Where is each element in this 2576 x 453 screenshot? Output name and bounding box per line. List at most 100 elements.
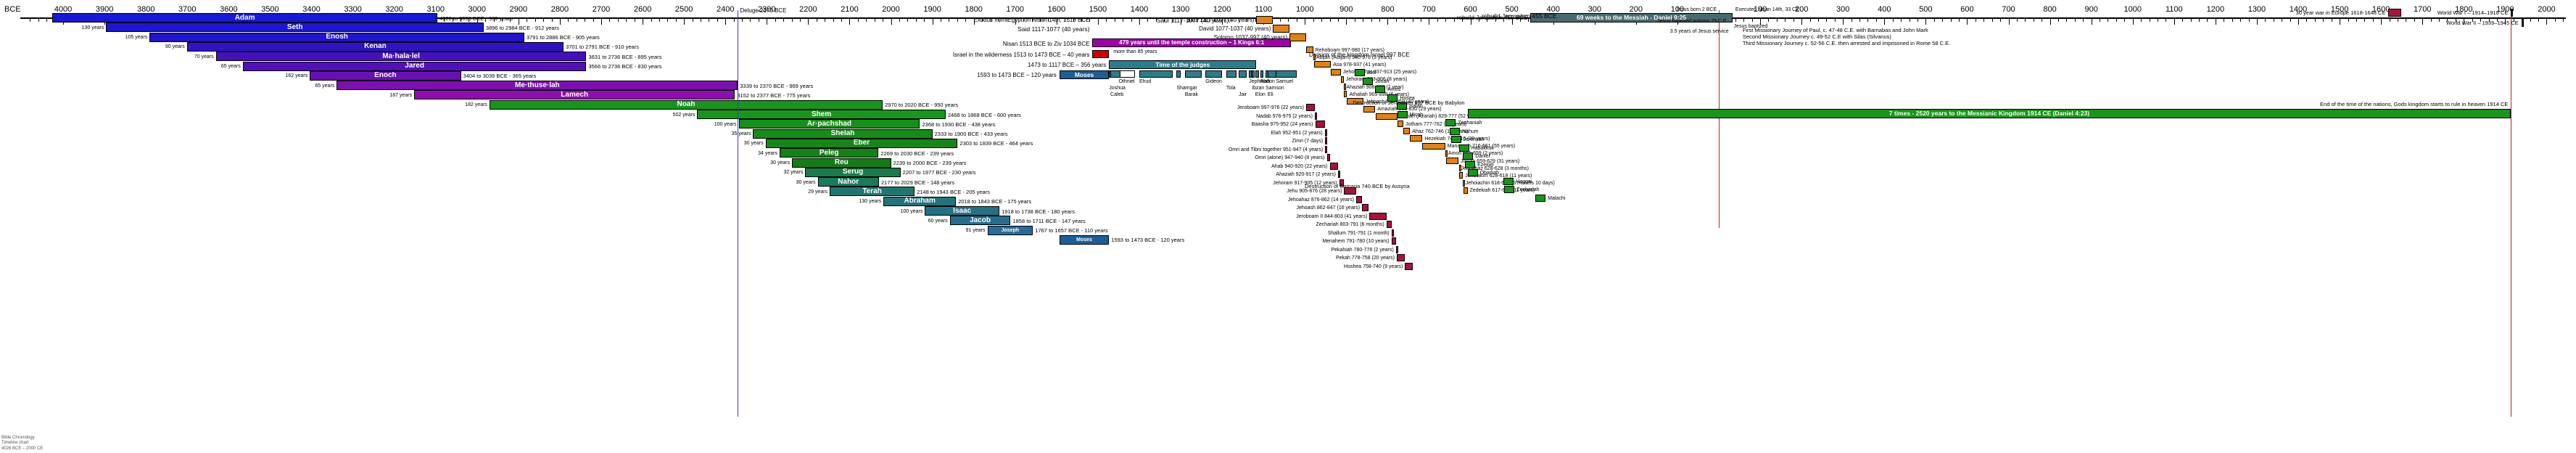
time-axis: 4000 3900 3800 3700 3600 3500 3400 3300 3200 3100… <box>0 0 2576 25</box>
king-israel-label-13: Jeroboam II 844-803 (41 years) <box>1296 213 1368 219</box>
axis-tick-label: 3100 <box>426 5 445 14</box>
axis-minor-tick <box>1329 19 1331 22</box>
axis-minor-tick <box>2323 19 2324 22</box>
prophet-label-jeremiah: Jeremiah <box>1463 137 1485 142</box>
axis-minor-tick <box>1197 19 1198 22</box>
axis-tick-label: 1800 <box>965 5 983 14</box>
axis-minor-tick <box>1313 19 1314 22</box>
bar-king-judah-17 <box>1458 172 1464 179</box>
footer-line: Timeline chart <box>1 441 29 445</box>
axis-minor-tick <box>2314 19 2316 22</box>
patriarch-bar-reu: Reu <box>792 158 891 168</box>
axis-minor-tick <box>2124 19 2126 22</box>
banner-time-of-judges: Time of the judges <box>1109 60 1257 69</box>
king-judah-label-1: Abijah (Abijam) 980-978 (3 years) <box>1316 54 1392 60</box>
bar-king-judah-4 <box>1340 76 1344 83</box>
patriarch-bar-abraham: Abraham <box>883 196 957 206</box>
king-israel-label-11: Jehoahaz 876-862 (14 years) <box>1287 197 1355 203</box>
axis-minor-tick <box>841 19 843 22</box>
bar-king-israel-17 <box>1395 245 1398 253</box>
axis-tick-label: 1400 <box>2289 5 2308 14</box>
bar-prophet-obadiah <box>1467 169 1478 176</box>
king-judah-label-17: Jehoiakim 628-618 (11 years) <box>1465 173 1532 179</box>
axis-minor-tick <box>444 19 445 22</box>
axis-minor-tick <box>791 19 793 22</box>
bar-king-israel-5 <box>1325 145 1328 153</box>
prophet-label-haggai: Haggai <box>1516 179 1532 184</box>
deluge-label: Deluge 2370 BCE <box>740 7 787 14</box>
axis-tick <box>891 19 892 25</box>
axis-tick-label: 900 <box>1339 5 1353 14</box>
patriarch-bar-shem: Shem <box>697 110 946 119</box>
axis-tick-label: 1700 <box>1006 5 1024 14</box>
axis-minor-tick <box>2356 19 2357 22</box>
axis-tick-label: 100 <box>1753 5 1767 14</box>
axis-tick-label: 3400 <box>302 5 321 14</box>
axis-tick-label: 200 <box>1629 5 1643 14</box>
patriarch-bar-terah: Terah <box>830 187 915 197</box>
axis-minor-tick <box>593 19 594 22</box>
banner-2520-years: 7 times - 2520 years to the Messianic Ki… <box>1467 109 2511 118</box>
bar-king-israel-6 <box>1326 154 1330 161</box>
axis-minor-tick <box>667 19 669 22</box>
axis-tick <box>849 19 851 25</box>
bar-king-judah-10 <box>1397 121 1404 127</box>
patriarch-begot-age: 65 years <box>220 64 241 69</box>
axis-minor-tick <box>1106 19 1107 22</box>
axis-minor-tick <box>2488 19 2490 22</box>
bar-prophet-daniel <box>1463 152 1474 160</box>
axis-tick-label: 300 <box>1836 5 1850 14</box>
axis-minor-tick <box>1834 19 1836 22</box>
axis-minor-tick <box>1164 19 1165 22</box>
patriarch-dates: 2269 to 2030 BCE - 239 years <box>880 150 954 157</box>
axis-tick <box>559 19 561 25</box>
bar-king-judah-16 <box>1458 165 1461 172</box>
axis-minor-tick <box>2290 19 2291 22</box>
patriarch-dates: 4026 to 3096 BCE - 930 years <box>439 15 513 22</box>
axis-minor-tick <box>2248 19 2250 22</box>
patriarch-dates: 2468 to 1868 BCE - 600 years <box>947 111 1021 118</box>
axis-tick <box>725 19 727 25</box>
axis-minor-tick <box>1826 19 1828 22</box>
axis-tick <box>2256 19 2258 25</box>
axis-tick-label: 400 <box>1878 5 1891 14</box>
axis-minor-tick <box>2430 19 2432 22</box>
axis-minor-tick <box>502 19 503 22</box>
king-judah-label-11: Ahaz 762-746 (16 years) <box>1412 128 1469 134</box>
king-israel-label-9: Jehoram 917-905 (12 years) <box>1273 180 1337 186</box>
bar-king-united-0 <box>1256 16 1273 24</box>
axis-minor-tick <box>1950 19 1952 22</box>
axis-minor-tick <box>1404 19 1405 22</box>
axis-minor-tick <box>982 19 983 22</box>
patriarch-dates: 3631 to 2736 BCE - 895 years <box>588 53 662 60</box>
bar-king-israel-1 <box>1314 112 1317 120</box>
prophet-label-jonah: Jonah <box>1375 78 1390 84</box>
patriarch-bar-seth: Seth <box>106 23 484 33</box>
axis-minor-tick <box>1081 19 1083 22</box>
spacer2: Saul 1117-1077 (40 years) <box>1156 17 1229 24</box>
patriarch-bar-noah: Noah <box>489 99 883 110</box>
event-1914-kingdom: End of the time of the nations, Gods kin… <box>2320 101 2509 107</box>
bar-judge-ehud <box>1139 70 1173 78</box>
event-destruction-jerusalem: Destruction of Jerusalem 607 BCE by Baby… <box>1353 99 1465 106</box>
patriarch-bar-enoch: Enoch <box>310 70 461 81</box>
king-israel-label-15: Shallum 791-791 (1 month) <box>1327 230 1390 236</box>
axis-minor-tick <box>1495 19 1496 22</box>
axis-minor-tick <box>857 19 859 22</box>
axis-minor-tick <box>1031 19 1033 22</box>
axis-tick-label: 3600 <box>220 5 238 14</box>
axis-minor-tick <box>1453 19 1455 22</box>
king-judah-label-19: Zedekiah 617-607 (11 years) <box>1469 188 1535 194</box>
patriarch-bar-serug: Serug <box>805 167 901 177</box>
axis-tick-label: 1500 <box>2330 5 2349 14</box>
axis-minor-tick <box>1859 19 1861 22</box>
axis-minor-tick <box>866 19 867 22</box>
axis-tick-label: 1900 <box>2496 5 2514 14</box>
event-wilderness: Israel in the wilderness 1513 to 1473 BC… <box>952 52 1090 58</box>
patriarch-bar-nahor: Nahor <box>817 177 879 187</box>
axis-tick-label: 3200 <box>385 5 403 14</box>
axis-minor-tick <box>1437 19 1438 22</box>
axis-minor-tick <box>2372 19 2374 22</box>
patriarch-dates: 1767 to 1657 BCE - 110 years <box>1035 227 1108 234</box>
bar-prophet-isaiah <box>1396 102 1407 110</box>
